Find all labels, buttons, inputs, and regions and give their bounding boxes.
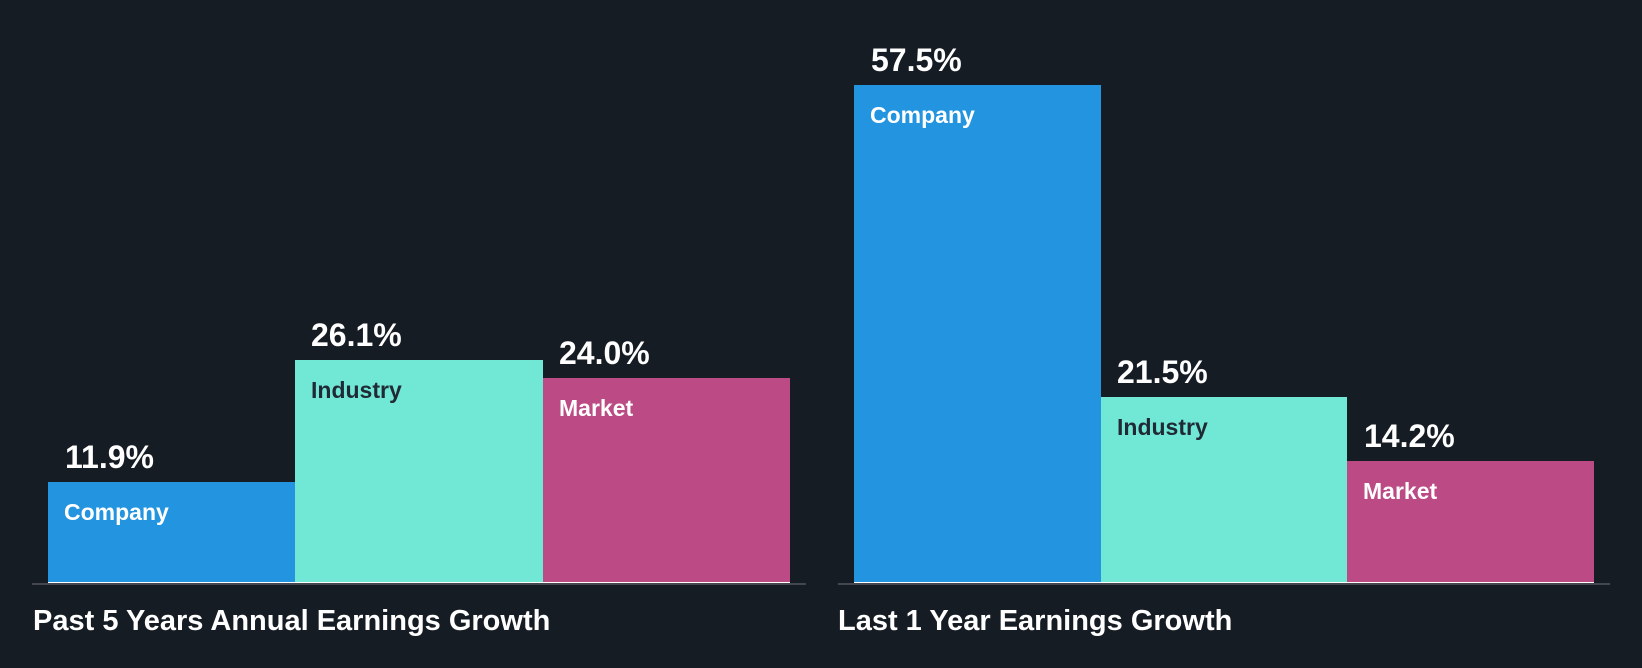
bar-label-industry: Industry: [311, 377, 402, 403]
value-label-company: 11.9%: [65, 439, 154, 475]
value-label-industry: 26.1%: [311, 317, 402, 353]
bar-label-company: Company: [64, 499, 169, 525]
value-label-company: 57.5%: [871, 42, 962, 78]
value-label-market: 24.0%: [559, 335, 650, 371]
bar-market: Market: [1347, 461, 1594, 584]
bar-label-industry: Industry: [1117, 414, 1208, 440]
bar-company: Company: [48, 482, 295, 584]
bar-company: Company: [854, 85, 1101, 584]
chart-past-5-years: Company 11.9% Industry 26.1% Market 24.0…: [0, 0, 820, 668]
chart-title: Last 1 Year Earnings Growth: [838, 605, 1233, 637]
bar-industry: Industry: [1101, 397, 1347, 584]
bar-label-company: Company: [870, 102, 975, 128]
chart-title: Past 5 Years Annual Earnings Growth: [33, 605, 551, 637]
value-label-industry: 21.5%: [1117, 354, 1208, 390]
x-axis-line: [838, 583, 1610, 585]
value-label-market: 14.2%: [1364, 418, 1455, 454]
bar-label-market: Market: [1363, 478, 1438, 504]
bar-label-market: Market: [559, 395, 634, 421]
x-axis-line: [32, 583, 806, 585]
